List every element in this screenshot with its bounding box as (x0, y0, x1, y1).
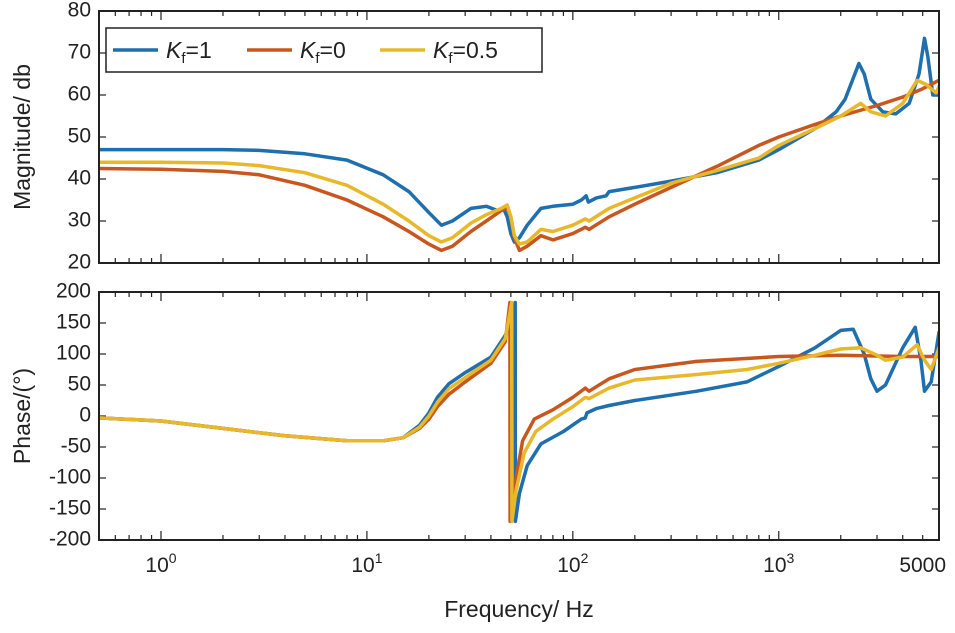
phase-y-tick-label: 150 (56, 311, 91, 334)
magnitude-series-kf-1 (99, 36, 939, 244)
phase-axes-frame (98, 291, 940, 541)
phase-y-tick-label: 50 (68, 373, 91, 396)
x-tick-label: 102 (557, 550, 588, 577)
magnitude-y-tick-label: 70 (68, 41, 91, 64)
phase-y-tick-label: -100 (49, 466, 91, 489)
x-tick-label: 5000 (899, 554, 946, 577)
legend-label-kf-0-5: Kf=0.5 (433, 37, 498, 67)
legend-label-kf-1: Kf=1 (166, 37, 212, 67)
phase-y-tick-label: -150 (49, 497, 91, 520)
magnitude-y-tick-label: 20 (68, 251, 91, 274)
phase-plot: -200 -150 -100 -50 0 50 100 150 200 100 101 102 103 5… (9, 280, 946, 622)
phase-y-tick-label: 200 (56, 280, 91, 303)
phase-lines (99, 300, 939, 524)
magnitude-lines (99, 36, 939, 253)
legend-entry-kf-0: Kf=0 (247, 37, 346, 67)
magnitude-ticks: 20 30 40 50 60 70 80 (68, 0, 940, 274)
magnitude-y-tick-label: 50 (68, 125, 91, 148)
legend-box (105, 27, 543, 73)
phase-y-tick-label: -50 (61, 435, 91, 458)
magnitude-series-kf-0 (99, 78, 939, 253)
magnitude-series-kf-0-5 (99, 78, 939, 246)
magnitude-ylabel: Magnitude/ db (9, 64, 35, 210)
x-tick-label: 100 (145, 550, 176, 577)
phase-ticks: -200 -150 -100 -50 0 50 100 150 200 100 101 102 103 5… (49, 280, 946, 577)
legend-label-kf-0: Kf=0 (300, 37, 346, 67)
phase-ylabel: Phase/(°) (9, 368, 35, 464)
x-axis-title: Frequency/ Hz (444, 596, 594, 622)
phase-y-tick-label: 0 (79, 404, 91, 427)
magnitude-y-tick-label: 30 (68, 209, 91, 232)
magnitude-plot: 20 30 40 50 60 70 80 Magnitude/ db Kf=1 Kf=0 K… (9, 0, 940, 274)
phase-series-kf-0-5 (99, 300, 939, 524)
x-tick-label: 103 (763, 550, 794, 577)
magnitude-axes-frame (98, 10, 940, 264)
legend-entry-kf-0-5: Kf=0.5 (380, 37, 498, 67)
magnitude-y-tick-label: 40 (68, 167, 91, 190)
x-tick-label: 101 (351, 550, 382, 577)
phase-y-tick-label: -200 (49, 528, 91, 551)
legend: Kf=1 Kf=0 Kf=0.5 (105, 27, 543, 73)
magnitude-y-tick-label: 60 (68, 83, 91, 106)
phase-y-tick-label: 100 (56, 342, 91, 365)
magnitude-y-tick-label: 80 (68, 0, 91, 22)
legend-entry-kf-1: Kf=1 (113, 37, 212, 67)
